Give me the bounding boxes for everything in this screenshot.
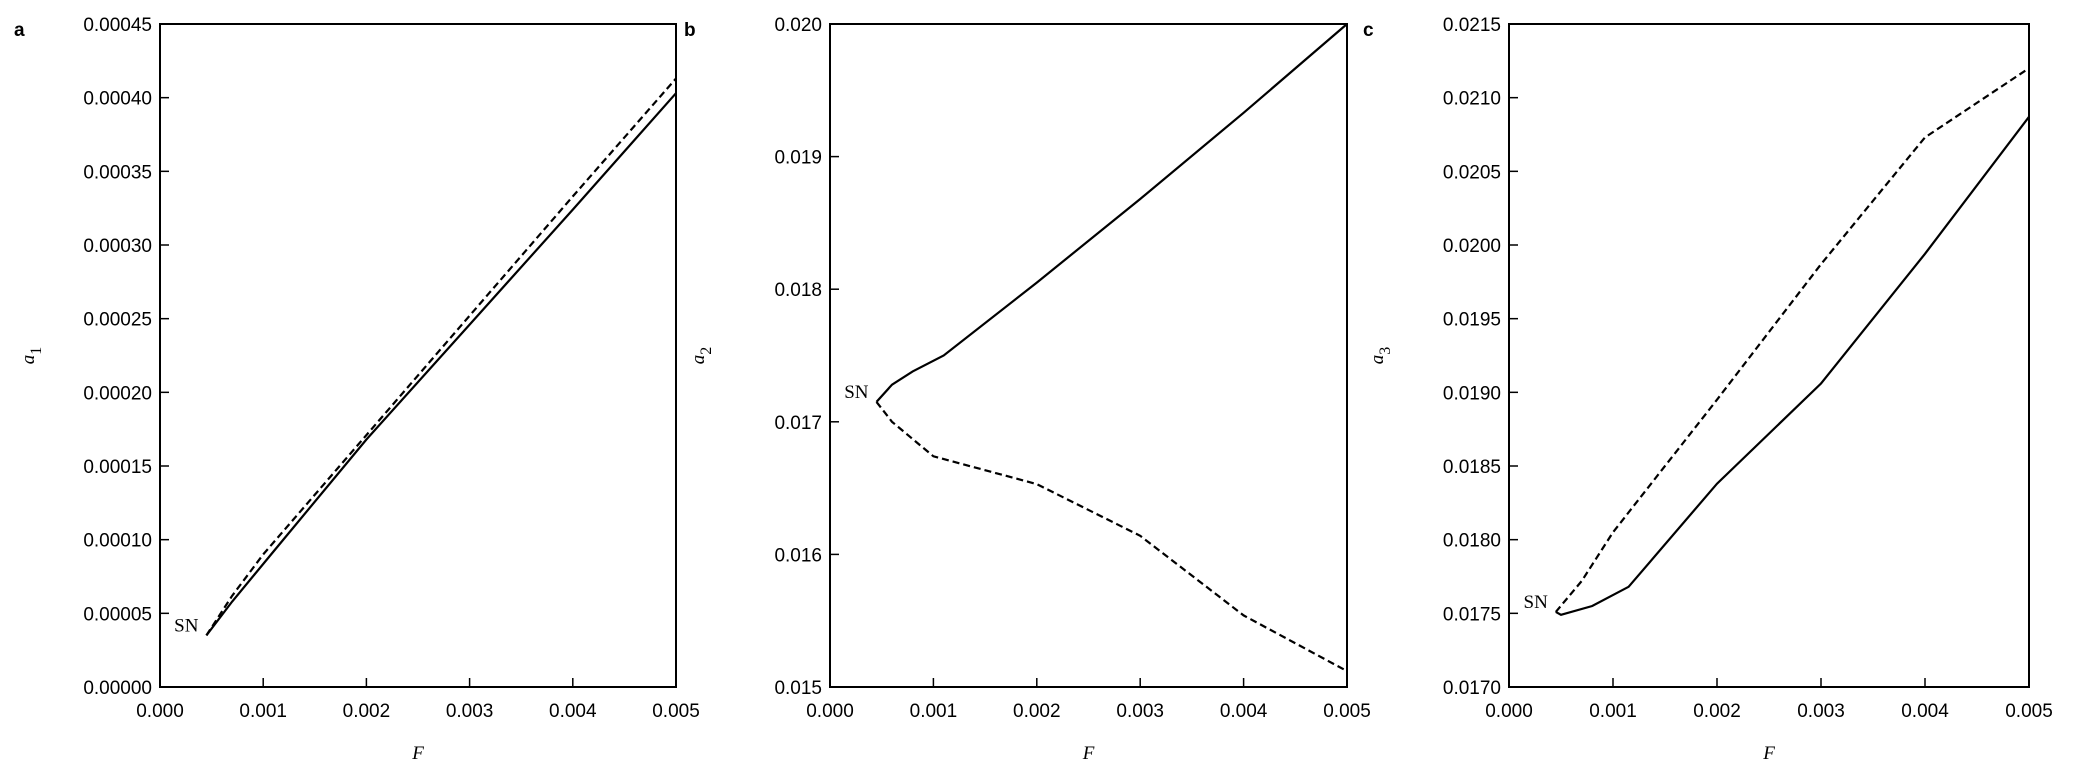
y-tick-label: 0.016 — [774, 545, 822, 566]
y-tick-label: 0.00040 — [83, 89, 152, 110]
panel-label: b — [684, 20, 696, 41]
y-tick-label: 0.0175 — [1443, 604, 1501, 625]
series-line — [875, 401, 1348, 673]
x-tick-label: 0.005 — [1323, 701, 1371, 722]
y-tick-label: 0.0190 — [1443, 383, 1501, 404]
y-tick-label: 0.00020 — [83, 383, 152, 404]
x-tick-label: 0.000 — [806, 701, 854, 722]
x-tick-label: 0.003 — [446, 701, 494, 722]
x-tick-label: 0.005 — [652, 701, 700, 722]
x-tick-label: 0.002 — [1013, 701, 1061, 722]
series-line — [875, 23, 1348, 403]
y-axis-label-main: a — [688, 355, 709, 365]
series-line — [1554, 67, 2030, 613]
x-axis-label: F — [411, 743, 424, 764]
y-tick-label: 0.00025 — [83, 310, 152, 331]
y-tick-label: 0.0205 — [1443, 162, 1501, 183]
y-axis-label-main: a — [18, 355, 39, 365]
plot-frame — [1508, 23, 2030, 688]
x-axis-label: F — [1762, 743, 1775, 764]
y-axis-label-main: a — [1367, 355, 1388, 365]
y-axis-label: a1 — [18, 347, 45, 365]
panel-label: a — [14, 20, 25, 41]
y-axis-label-sub: 1 — [28, 347, 45, 355]
y-tick-label: 0.0210 — [1443, 89, 1501, 110]
x-tick-label: 0.000 — [1485, 701, 1533, 722]
series-line — [205, 92, 677, 637]
y-axis-label-sub: 2 — [698, 347, 715, 355]
plot-frame — [829, 23, 1348, 688]
series-line — [205, 77, 677, 636]
y-tick-label: 0.0195 — [1443, 310, 1501, 331]
x-axis-label: F — [1082, 743, 1095, 764]
annotation: SN — [1524, 592, 1549, 613]
x-tick-label: 0.001 — [239, 701, 287, 722]
x-tick-label: 0.004 — [549, 701, 597, 722]
y-tick-label: 0.00030 — [83, 236, 152, 257]
y-tick-label: 0.020 — [774, 15, 822, 36]
y-tick-label: 0.018 — [774, 280, 822, 301]
annotation: SN — [174, 615, 199, 636]
x-tick-label: 0.003 — [1116, 701, 1164, 722]
x-tick-label: 0.002 — [343, 701, 391, 722]
y-tick-label: 0.00035 — [83, 162, 152, 183]
x-tick-label: 0.001 — [910, 701, 958, 722]
y-tick-label: 0.00000 — [83, 678, 152, 699]
y-tick-label: 0.00015 — [83, 457, 152, 478]
series-line — [1555, 116, 2030, 616]
y-axis-label: a2 — [688, 347, 715, 365]
y-tick-label: 0.0170 — [1443, 678, 1501, 699]
annotation: SN — [844, 382, 869, 403]
y-axis-label: a3 — [1367, 347, 1394, 365]
x-tick-label: 0.005 — [2005, 701, 2053, 722]
y-tick-label: 0.00045 — [83, 15, 152, 36]
y-tick-label: 0.00010 — [83, 531, 152, 552]
x-tick-label: 0.003 — [1797, 701, 1845, 722]
y-tick-label: 0.019 — [774, 148, 822, 169]
x-tick-label: 0.001 — [1589, 701, 1637, 722]
y-tick-label: 0.0215 — [1443, 15, 1501, 36]
y-tick-label: 0.0180 — [1443, 531, 1501, 552]
y-tick-label: 0.00005 — [83, 604, 152, 625]
y-tick-label: 0.0185 — [1443, 457, 1501, 478]
x-tick-label: 0.000 — [136, 701, 184, 722]
y-tick-label: 0.0200 — [1443, 236, 1501, 257]
y-axis-label-sub: 3 — [1377, 347, 1394, 355]
x-tick-label: 0.004 — [1220, 701, 1268, 722]
x-tick-label: 0.004 — [1901, 701, 1949, 722]
plot-frame — [159, 23, 677, 688]
x-tick-label: 0.002 — [1693, 701, 1741, 722]
panel-label: c — [1363, 20, 1374, 41]
y-tick-label: 0.017 — [774, 413, 822, 434]
y-tick-label: 0.015 — [774, 678, 822, 699]
